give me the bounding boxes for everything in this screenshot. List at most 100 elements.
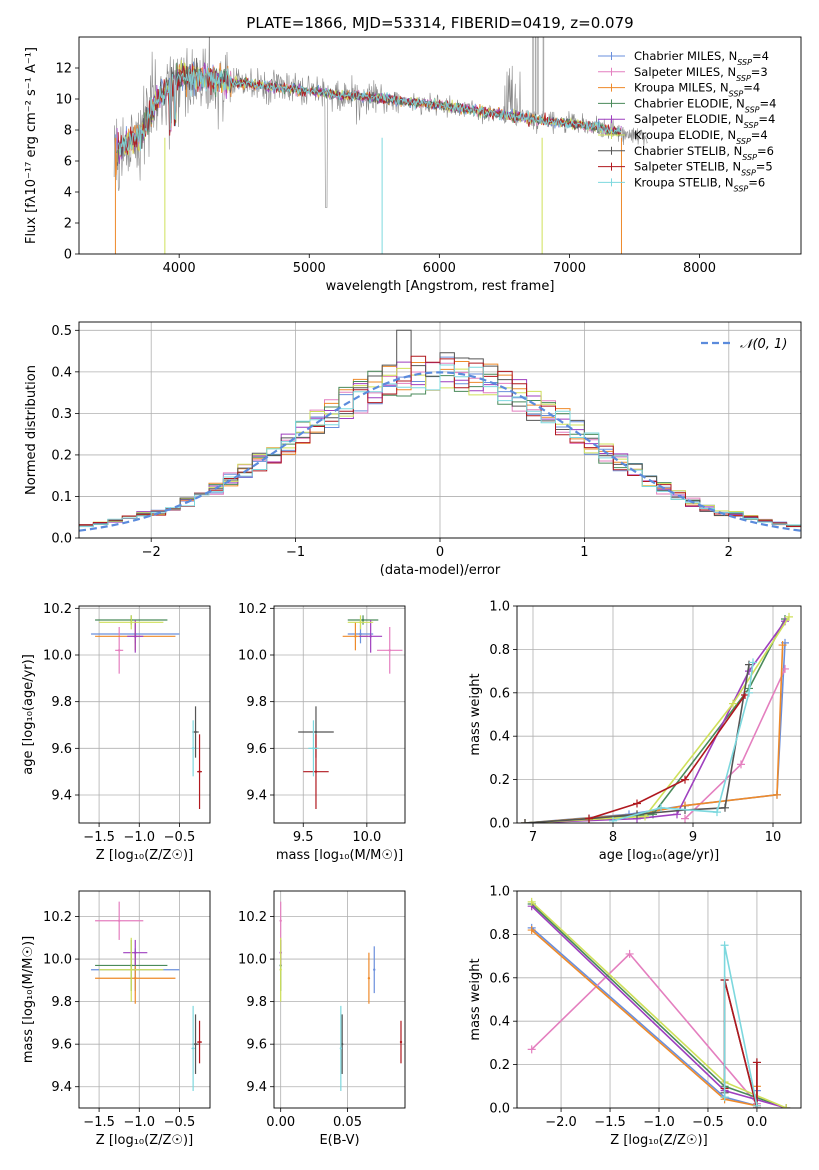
data-point bbox=[359, 632, 362, 636]
y-tick-label: 12 bbox=[55, 62, 72, 77]
plus-marker bbox=[782, 1104, 791, 1108]
plus-marker bbox=[585, 814, 593, 823]
plus-marker bbox=[527, 926, 536, 935]
x-axis-label: age [log₁₀(age/yr)] bbox=[599, 848, 720, 863]
plus-marker bbox=[673, 810, 681, 819]
y-tick-label: 9.6 bbox=[51, 742, 72, 757]
x-axis-label: Z [log₁₀(Z/Z☉)] bbox=[96, 1133, 193, 1148]
panel-residuals: −2 −1 0 1 2 0.0 0.1 0.2 0.3 0.4 0.5 (data-model)/er… bbox=[24, 321, 802, 578]
y-tick-label: 1.0 bbox=[489, 600, 510, 615]
y-tick-label: 9.4 bbox=[51, 1080, 72, 1095]
plus-marker bbox=[657, 803, 665, 812]
plus-marker bbox=[745, 688, 753, 697]
y-tick-label: 8 bbox=[64, 124, 72, 139]
axes-frame bbox=[78, 36, 802, 255]
series-line-chabrier-miles bbox=[524, 642, 786, 823]
y-tick-label: 0.4 bbox=[489, 730, 510, 745]
x-tick-label: 0 bbox=[436, 545, 444, 560]
y-tick-label: 9.6 bbox=[51, 1038, 72, 1053]
x-tick-label: 10.0 bbox=[352, 830, 381, 845]
x-tick-label: 6000 bbox=[423, 261, 456, 276]
data-point bbox=[340, 1042, 344, 1046]
series-line-salpeter-elodie bbox=[524, 620, 786, 823]
legend-label: Chabrier MILES, NSSP=4 bbox=[634, 49, 769, 67]
y-tick-label: 0.2 bbox=[489, 1058, 510, 1073]
series-line-kroupa-stelib bbox=[723, 945, 758, 1106]
x-tick-label: 8 bbox=[609, 830, 617, 845]
data-point bbox=[191, 1047, 195, 1050]
plus-marker bbox=[729, 699, 737, 708]
data-point bbox=[314, 770, 318, 773]
y-tick-label: 10.2 bbox=[238, 910, 267, 925]
y-tick-label: 0 bbox=[64, 248, 72, 263]
x-axis-label: Z [log₁₀(Z/Z☉)] bbox=[96, 848, 193, 863]
plot-area bbox=[79, 329, 801, 532]
x-tick-label: 10 bbox=[765, 830, 782, 845]
y-tick-label: 9.4 bbox=[51, 789, 72, 804]
plot-area bbox=[527, 897, 791, 1108]
y-tick-label: 0.5 bbox=[51, 324, 72, 339]
data-point bbox=[314, 730, 318, 734]
data-point bbox=[312, 747, 315, 750]
x-tick-label: 9.5 bbox=[293, 830, 314, 845]
plus-marker bbox=[681, 775, 689, 784]
plus-marker bbox=[720, 941, 729, 950]
x-axis-label: (data-model)/error bbox=[380, 563, 501, 578]
x-tick-label: 7000 bbox=[553, 261, 586, 276]
plus-marker bbox=[778, 641, 787, 650]
y-tick-label: 10.0 bbox=[43, 953, 72, 968]
x-tick-label: −0.5 bbox=[164, 830, 196, 845]
legend-label: Kroupa STELIB, NSSP=6 bbox=[634, 175, 765, 193]
y-axis-label: Normed distribution bbox=[24, 365, 39, 495]
data-point bbox=[194, 730, 197, 734]
x-axis-label: wavelength [Angstrom, rest frame] bbox=[326, 279, 555, 294]
x-tick-label: −1.0 bbox=[123, 830, 155, 845]
series-line-chabrier-stelib bbox=[524, 664, 750, 823]
x-tick-label: −0.5 bbox=[692, 1115, 724, 1130]
y-tick-label: 10.2 bbox=[238, 602, 267, 617]
x-tick-label: 0.05 bbox=[333, 1115, 362, 1130]
chart-title: PLATE=1866, MJD=53314, FIBERID=0419, z=0… bbox=[246, 14, 633, 32]
y-axis-label: mass [log₁₀(M/M☉)] bbox=[21, 936, 36, 1063]
y-tick-label: 9.4 bbox=[246, 1080, 267, 1095]
x-tick-label: −0.5 bbox=[164, 1115, 196, 1130]
plus-marker bbox=[720, 1093, 729, 1102]
y-tick-label: 0.8 bbox=[489, 928, 510, 943]
x-tick-label: −1.5 bbox=[83, 830, 115, 845]
data-point bbox=[198, 770, 201, 773]
x-tick-label: −1.0 bbox=[643, 1115, 675, 1130]
legend-label: Chabrier STELIB, NSSP=6 bbox=[634, 144, 774, 162]
data-point bbox=[117, 919, 121, 922]
y-tick-label: 10 bbox=[55, 93, 72, 108]
x-tick-label: 9 bbox=[689, 830, 697, 845]
legend-label: Salpeter MILES, NSSP=3 bbox=[634, 65, 768, 83]
x-tick-label: −2.0 bbox=[545, 1115, 577, 1130]
series-line-kroupa-miles bbox=[531, 929, 758, 1107]
data-point bbox=[130, 621, 133, 624]
panel-mass-vs-Z: −1.5 −1.0 −0.5 9.4 9.6 9.8 10.0 10.2 Z [log₁₀(Z/… bbox=[21, 890, 211, 1148]
y-tick-label: 9.8 bbox=[246, 995, 267, 1010]
data-point bbox=[134, 977, 137, 980]
panel-mass-weight-vs-Z: −2.0 −1.5 −1.0 −0.5 0.0 0.0 0.2 0.4 0.6 0.8 1.0 Z [… bbox=[468, 885, 802, 1148]
spectrum-model-salpeter-stelib bbox=[117, 63, 622, 155]
data-point bbox=[367, 977, 371, 980]
y-tick-label: 2 bbox=[64, 217, 72, 232]
plot-area bbox=[91, 615, 202, 809]
axes-frame bbox=[78, 321, 802, 539]
gaussian-curve bbox=[79, 371, 801, 532]
data-point bbox=[117, 649, 121, 652]
plus-marker bbox=[713, 808, 721, 817]
data-point bbox=[134, 635, 137, 638]
y-tick-label: 9.6 bbox=[246, 742, 267, 757]
panel-mass-weight-vs-age: 7 8 9 10 0.0 0.2 0.4 0.6 0.8 1.0 age [log₁₀(age/yr… bbox=[468, 600, 802, 863]
data-point bbox=[359, 621, 362, 624]
y-axis-label: mass weight bbox=[468, 958, 483, 1040]
y-tick-label: 0.1 bbox=[51, 490, 72, 505]
y-tick-label: 10.2 bbox=[43, 602, 72, 617]
residual-hist-kroupa-stelib bbox=[79, 364, 801, 529]
data-point bbox=[388, 649, 391, 652]
x-tick-label: −1.0 bbox=[123, 1115, 155, 1130]
series-line-kroupa-elodie bbox=[524, 616, 790, 823]
series-line-kroupa-stelib bbox=[612, 662, 754, 822]
